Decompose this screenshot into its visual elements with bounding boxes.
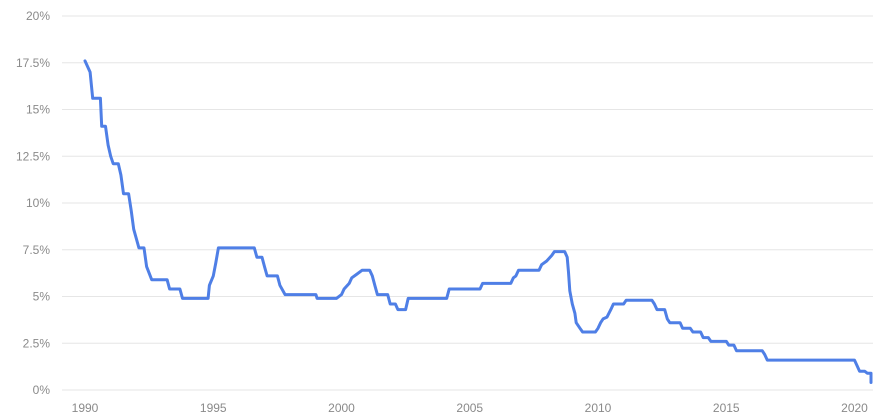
x-tick-label: 2005 xyxy=(456,401,483,415)
x-tick-label: 1995 xyxy=(200,401,227,415)
gridlines xyxy=(62,16,873,390)
x-axis-tick-labels: 1990 1995 2000 2005 2010 2015 2020 xyxy=(72,401,869,415)
y-axis-tick-labels: 0% 2.5% 5% 7.5% 10% 12.5% 15% 17.5% 20% xyxy=(16,9,50,397)
y-tick-label: 20% xyxy=(26,9,50,23)
y-tick-label: 2.5% xyxy=(23,336,51,350)
x-tick-label: 1990 xyxy=(72,401,99,415)
y-tick-label: 10% xyxy=(26,196,50,210)
y-tick-label: 7.5% xyxy=(23,243,51,257)
y-tick-label: 15% xyxy=(26,103,50,117)
x-tick-label: 2010 xyxy=(585,401,612,415)
x-tick-label: 2020 xyxy=(841,401,868,415)
x-tick-label: 2015 xyxy=(713,401,740,415)
y-tick-label: 17.5% xyxy=(16,56,50,70)
y-tick-label: 5% xyxy=(33,290,51,304)
x-tick-label: 2000 xyxy=(328,401,355,415)
y-tick-label: 12.5% xyxy=(16,149,50,163)
y-tick-label: 0% xyxy=(33,383,51,397)
